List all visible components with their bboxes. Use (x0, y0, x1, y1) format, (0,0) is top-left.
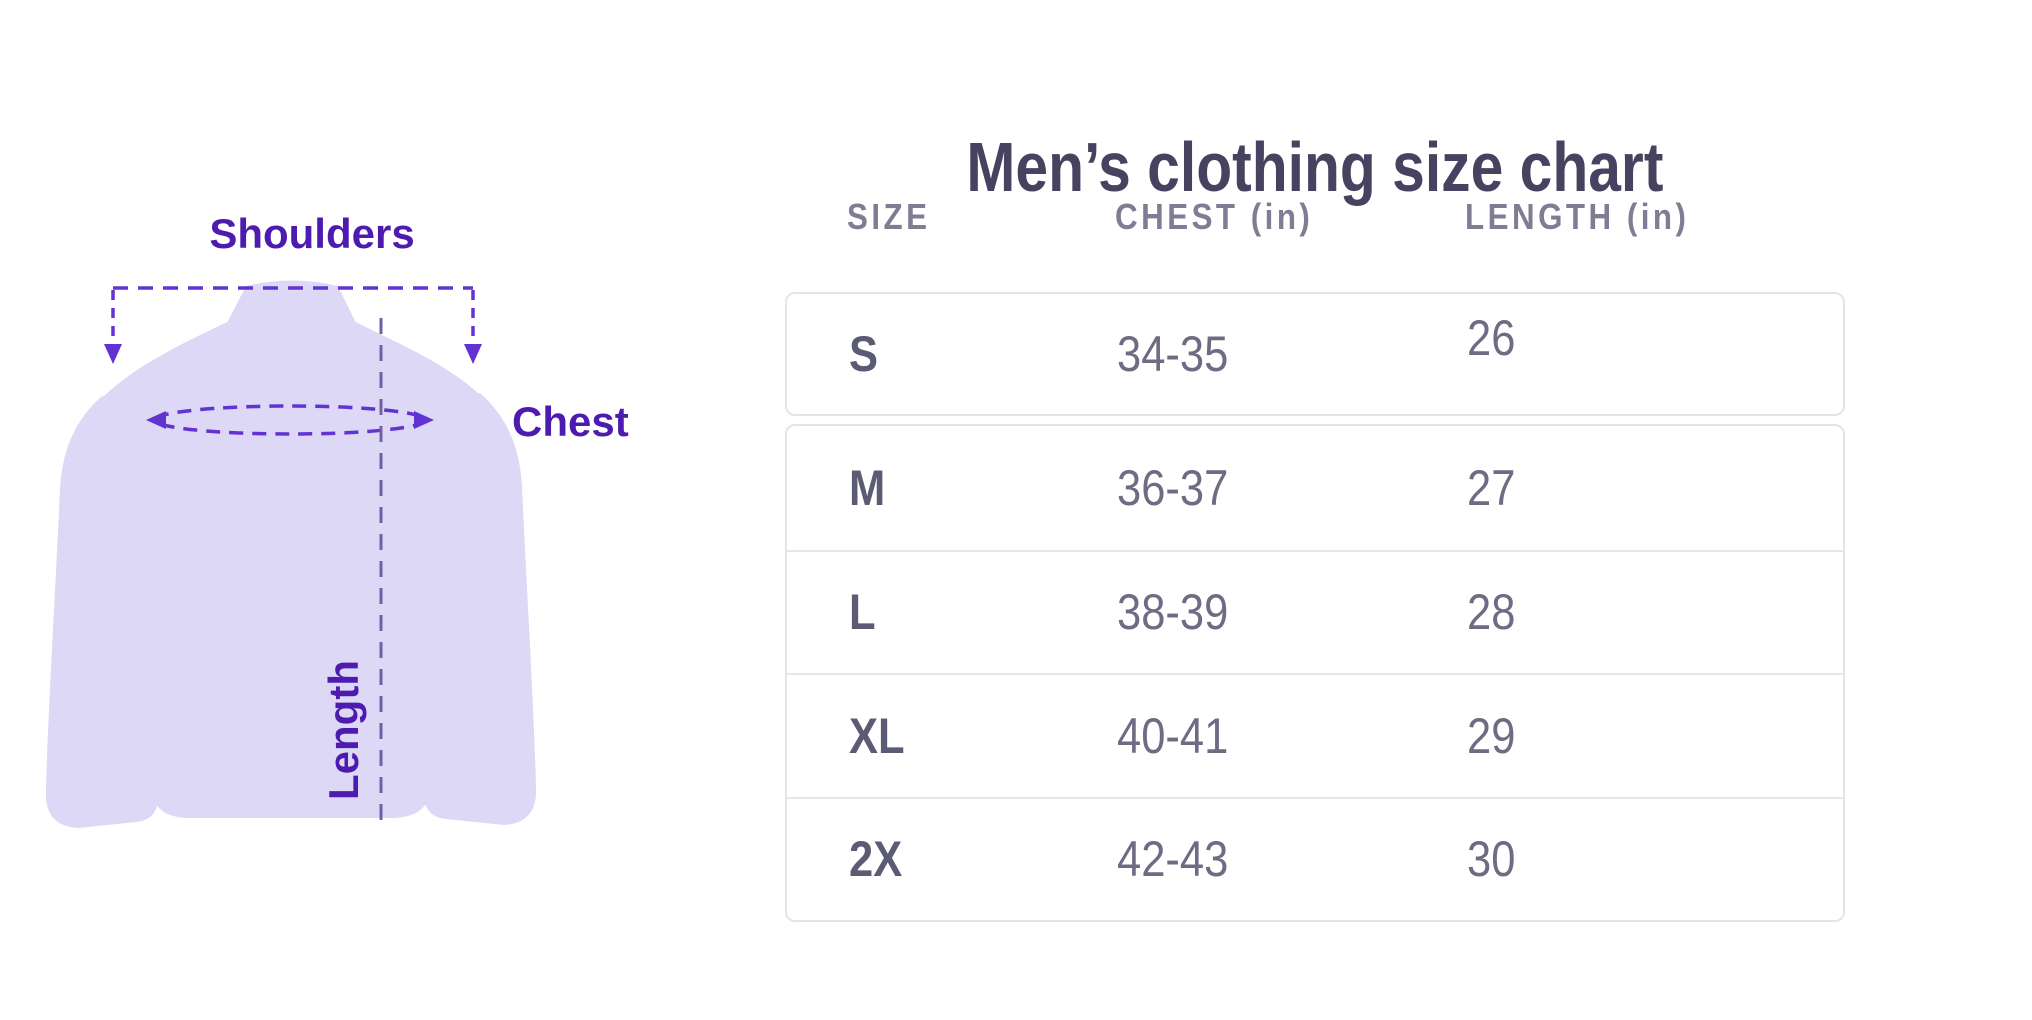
cell-chest: 40-41 (1117, 707, 1229, 764)
column-header-chest: CHEST (in) (1115, 196, 1314, 237)
table-row: S 34-35 26 (787, 294, 1843, 414)
cell-length: 27 (1467, 459, 1516, 516)
shirt-sleeve-left (45, 396, 160, 828)
cell-size: XL (849, 707, 905, 764)
shirt-sleeve-right (422, 393, 537, 825)
table-header-row: SIZE CHEST (in) LENGTH (in) (785, 196, 1845, 238)
size-table-row-group-s: S 34-35 26 (785, 292, 1845, 416)
cell-length: 28 (1467, 584, 1516, 641)
cell-chest: 38-39 (1117, 584, 1229, 641)
shirt-collar (227, 280, 356, 323)
cell-length: 29 (1467, 707, 1516, 764)
shoulders-measure (104, 286, 482, 364)
table-row: M 36-37 27 (787, 426, 1843, 550)
cell-length: 26 (1467, 310, 1516, 366)
table-row: XL 40-41 29 (787, 673, 1843, 797)
shirt-illustration (45, 280, 537, 828)
cell-size: 2X (849, 831, 903, 888)
cell-size: M (849, 459, 886, 516)
shirt-body (102, 322, 480, 818)
arrow-down-icon (464, 344, 482, 364)
length-label: Length (320, 660, 367, 800)
cell-chest: 34-35 (1117, 326, 1229, 382)
cell-chest: 36-37 (1117, 459, 1229, 516)
table-row: L 38-39 28 (787, 549, 1843, 674)
cell-length: 30 (1467, 831, 1516, 888)
column-header-size: SIZE (847, 196, 931, 237)
shoulders-label: Shoulders (209, 210, 415, 257)
arrow-down-icon (104, 344, 122, 364)
table-row: 2X 42-43 30 (787, 796, 1843, 921)
arrow-left-icon (146, 411, 166, 429)
shirt-diagram (45, 280, 537, 828)
cell-size: L (849, 584, 876, 641)
chest-label: Chest (512, 398, 629, 445)
column-header-length: LENGTH (in) (1465, 196, 1690, 237)
arrow-right-icon (414, 411, 434, 429)
chest-measure (146, 404, 434, 436)
page-title: Men’s clothing size chart (966, 127, 1664, 206)
cell-chest: 42-43 (1117, 831, 1229, 888)
cell-size: S (849, 326, 879, 382)
size-table-row-group: M 36-37 27 L 38-39 28 XL 40-41 29 2X 42-… (785, 424, 1845, 922)
